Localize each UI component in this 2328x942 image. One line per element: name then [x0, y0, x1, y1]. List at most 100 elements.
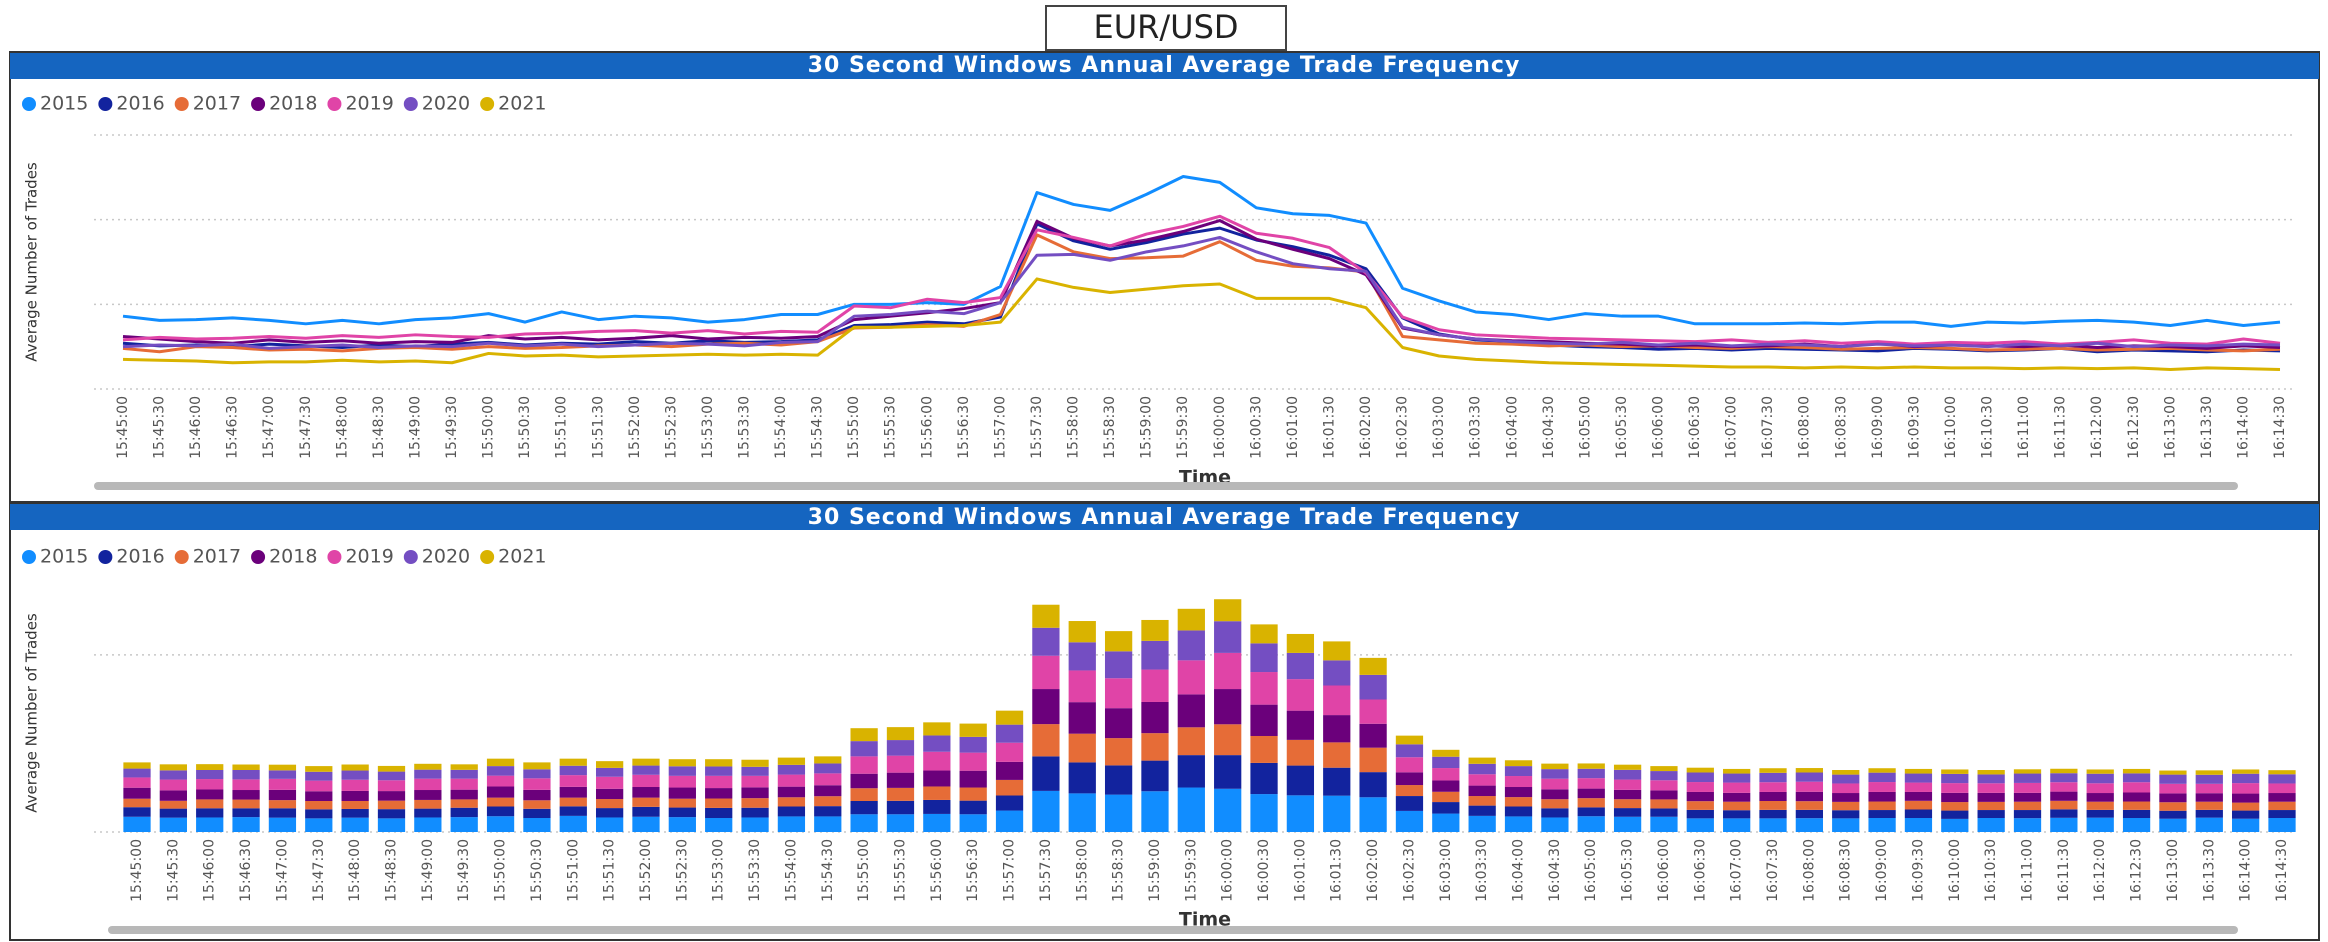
bar-segment: [2050, 817, 2078, 832]
x-tick-label: 15:53:30: [737, 396, 753, 459]
line-series: [122, 277, 2281, 372]
bar-segment: [886, 814, 915, 832]
bar-segment: [1468, 815, 1496, 832]
bar-segment: [305, 801, 333, 810]
bar-segment: [1577, 798, 1605, 808]
bar-segment: [377, 818, 406, 832]
x-tick-label: 16:09:30: [1906, 396, 1922, 459]
bar-segment: [1359, 674, 1387, 700]
legend-marker: [174, 97, 189, 111]
bar-segment: [1395, 772, 1424, 786]
bar-segment: [995, 742, 1024, 762]
x-tick-label: 15:47:00: [274, 839, 290, 902]
bar-segment: [1032, 689, 1060, 725]
bar-segment: [1868, 782, 1896, 792]
x-tick-label: 15:47:30: [298, 396, 314, 459]
legend-label: 2016: [116, 93, 164, 115]
bar-segment: [959, 752, 987, 771]
x-tick-label: 16:03:00: [1438, 839, 1454, 902]
bar-segment: [196, 799, 224, 809]
x-tick-label: 16:07:30: [1765, 839, 1781, 902]
bar-segment: [886, 772, 915, 788]
bar-segment: [2232, 773, 2260, 784]
x-tick-label: 16:14:00: [2235, 396, 2251, 459]
bar-segment: [2268, 818, 2296, 832]
y-axis-label: Average Number of Trades: [23, 613, 41, 813]
header-box: [1045, 5, 1287, 51]
x-tick-label: 15:51:00: [554, 396, 570, 459]
bar-segment: [1214, 689, 1242, 725]
bar-segment: [741, 775, 769, 788]
bar-segment: [1432, 768, 1460, 781]
bar-segment: [595, 799, 624, 809]
bar-segment: [1795, 768, 1824, 773]
bar-segment: [2268, 810, 2296, 819]
x-tick-label: 15:48:30: [371, 396, 387, 459]
legend-label: 2020: [422, 93, 470, 115]
x-tick-label: 15:57:30: [1038, 839, 1054, 902]
bar-segment: [1395, 757, 1424, 773]
bar-segment: [1395, 810, 1424, 832]
bar-segment: [1250, 624, 1278, 644]
bar-segment: [2122, 801, 2151, 810]
bar-segment: [2159, 810, 2187, 819]
bar-segment: [1759, 782, 1787, 792]
x-tick-label: 15:53:00: [711, 839, 727, 902]
bar-segment: [1613, 808, 1642, 817]
x-tick-label: 16:00:30: [1248, 396, 1264, 459]
bar-segment: [995, 761, 1024, 780]
bar-segment: [1141, 791, 1169, 832]
x-tick-label: 15:57:00: [992, 396, 1008, 459]
x-tick-label: 15:58:00: [1066, 396, 1082, 459]
bar-segment: [559, 815, 587, 832]
bar-segment: [1141, 619, 1169, 641]
bar-segment: [668, 807, 696, 818]
x-tick-label: 15:54:00: [783, 839, 799, 902]
legend-label: 2015: [40, 93, 88, 115]
bar-segment: [159, 808, 187, 818]
header-title: EUR/USD: [1093, 8, 1238, 46]
bar-segment: [268, 808, 297, 818]
bar-segment: [2195, 793, 2223, 802]
x-tick-label: 16:06:30: [1687, 396, 1703, 459]
x-tick-label: 16:07:00: [1729, 839, 1745, 902]
bar-segment: [1032, 724, 1060, 757]
bar-segment: [886, 727, 915, 741]
bar-segment: [850, 788, 878, 801]
x-tick-label: 15:46:00: [202, 839, 218, 902]
bar-segment: [1395, 785, 1424, 797]
bar-segment: [1541, 769, 1569, 779]
legend-marker: [403, 550, 418, 564]
bar-segment: [814, 806, 842, 817]
bar-segment: [1686, 791, 1714, 802]
bar-segment: [1177, 608, 1205, 631]
bar-segment: [1686, 818, 1714, 832]
bar-segment: [1941, 769, 1969, 774]
bar-segment: [705, 798, 733, 808]
bar-segment: [486, 806, 515, 817]
bar-segment: [595, 808, 624, 818]
bar-segment: [1650, 816, 1678, 832]
bar-segment: [377, 765, 406, 772]
bar-segment: [2122, 818, 2151, 832]
bar-segment: [2159, 774, 2187, 784]
bar-segment: [1141, 760, 1169, 792]
bar-segment: [1214, 621, 1242, 653]
bar-segment: [1359, 699, 1387, 724]
x-tick-label: 15:48:00: [347, 839, 363, 902]
bar-segment: [523, 789, 551, 801]
legend-marker: [174, 550, 189, 564]
bar-segment: [1104, 738, 1133, 766]
bar-segment: [1650, 790, 1678, 800]
bar-segment: [123, 777, 151, 788]
bar-segment: [450, 807, 478, 818]
x-tick-label: 15:56:00: [929, 839, 945, 902]
bar-segment: [632, 787, 660, 798]
x-tick-label: 15:57:00: [1002, 839, 1018, 902]
bar-segment: [159, 779, 187, 791]
x-tick-label: 15:51:30: [590, 396, 606, 459]
bar-segment: [1904, 791, 1933, 801]
bar-segment: [1104, 708, 1133, 739]
bar-segment: [414, 778, 442, 791]
bar-segment: [523, 769, 551, 779]
